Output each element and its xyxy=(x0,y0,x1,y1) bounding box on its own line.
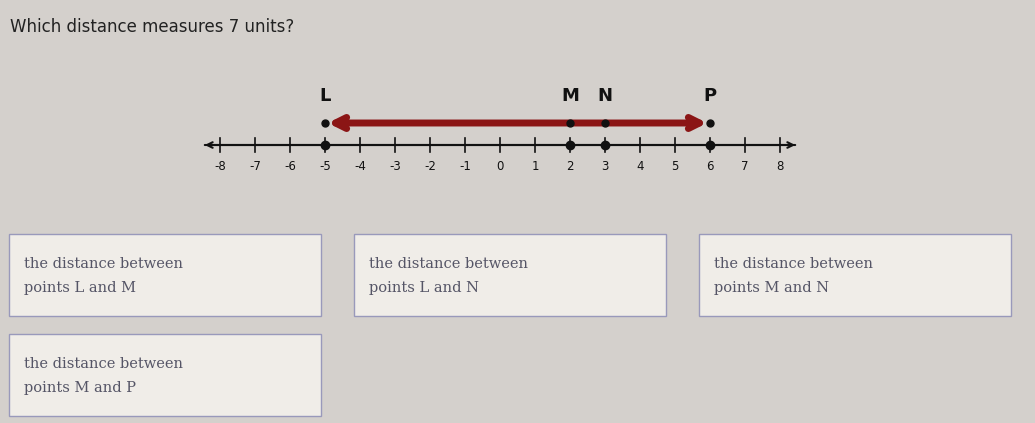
Text: 3: 3 xyxy=(601,160,609,173)
Text: 0: 0 xyxy=(497,160,504,173)
FancyBboxPatch shape xyxy=(9,334,321,416)
Text: M: M xyxy=(561,87,579,105)
Text: 6: 6 xyxy=(706,160,714,173)
Text: 1: 1 xyxy=(531,160,539,173)
Text: N: N xyxy=(597,87,613,105)
Text: -8: -8 xyxy=(214,160,226,173)
Text: -1: -1 xyxy=(460,160,471,173)
Text: -5: -5 xyxy=(319,160,331,173)
Text: the distance between: the distance between xyxy=(369,257,528,271)
Text: 7: 7 xyxy=(741,160,748,173)
Text: points L and M: points L and M xyxy=(24,281,136,295)
Text: -2: -2 xyxy=(424,160,436,173)
FancyBboxPatch shape xyxy=(699,234,1011,316)
Text: the distance between: the distance between xyxy=(24,257,183,271)
Text: points M and P: points M and P xyxy=(24,381,136,395)
Text: points L and N: points L and N xyxy=(369,281,479,295)
Text: 8: 8 xyxy=(776,160,783,173)
Text: 5: 5 xyxy=(672,160,679,173)
Text: 2: 2 xyxy=(566,160,573,173)
FancyBboxPatch shape xyxy=(9,234,321,316)
Text: -4: -4 xyxy=(354,160,366,173)
Text: -6: -6 xyxy=(284,160,296,173)
Text: -3: -3 xyxy=(389,160,401,173)
Text: points M and N: points M and N xyxy=(714,281,829,295)
Text: the distance between: the distance between xyxy=(24,357,183,371)
Text: the distance between: the distance between xyxy=(714,257,873,271)
Text: -7: -7 xyxy=(249,160,261,173)
Text: P: P xyxy=(704,87,716,105)
Text: 4: 4 xyxy=(637,160,644,173)
FancyBboxPatch shape xyxy=(354,234,666,316)
Text: L: L xyxy=(320,87,331,105)
Text: Which distance measures 7 units?: Which distance measures 7 units? xyxy=(10,18,294,36)
